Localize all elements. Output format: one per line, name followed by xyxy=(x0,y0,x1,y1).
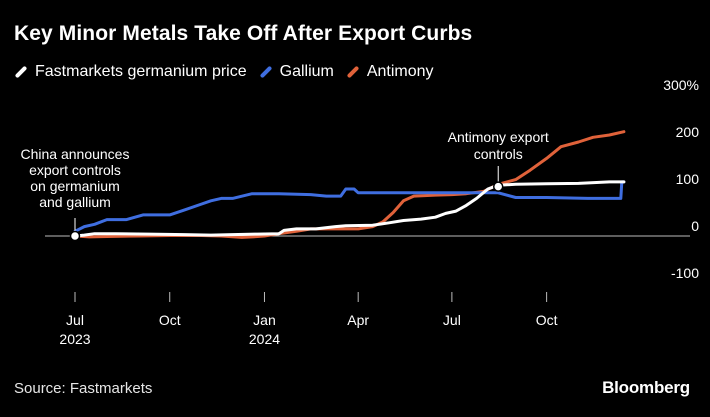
x-tick-label: Jul xyxy=(443,312,461,328)
y-tick-label: -100 xyxy=(671,265,699,281)
x-tick-label: Oct xyxy=(159,312,181,328)
legend: Fastmarkets germanium price Gallium Anti… xyxy=(14,61,446,83)
bloomberg-logo: Bloomberg xyxy=(602,378,690,397)
y-tick-label: 300% xyxy=(663,77,699,93)
x-tick-label: Oct xyxy=(536,312,558,328)
x-tick-label: Apr xyxy=(347,312,369,328)
source-note: Source: Fastmarkets xyxy=(14,380,153,397)
y-tick-label: 0 xyxy=(691,218,699,234)
legend-label-gallium: Gallium xyxy=(279,63,334,80)
chart-title: Key Minor Metals Take Off After Export C… xyxy=(14,22,473,45)
x-tick-label: Jan xyxy=(253,312,276,328)
annotation-text: controls xyxy=(474,146,523,162)
legend-item-antimony: Antimony xyxy=(346,63,434,81)
annotation-text: Antimony export xyxy=(448,129,549,145)
annotation-text: China announces xyxy=(21,146,130,162)
legend-item-germanium: Fastmarkets germanium price xyxy=(14,63,247,81)
legend-item-gallium: Gallium xyxy=(259,63,334,81)
legend-label-antimony: Antimony xyxy=(366,63,434,80)
annotation-text: export controls xyxy=(29,162,121,178)
legend-label-germanium: Fastmarkets germanium price xyxy=(35,63,247,80)
annotation-text: and gallium xyxy=(39,194,111,210)
x-tick-label: Jul xyxy=(66,312,84,328)
x-tick-year-label: 2024 xyxy=(249,331,280,347)
series-line-gallium xyxy=(73,180,626,233)
y-tick-label: 200 xyxy=(676,124,700,140)
annotation-text: on germanium xyxy=(30,178,120,194)
y-tick-label: 100 xyxy=(676,171,700,187)
annotation-marker xyxy=(492,181,504,192)
x-tick-year-label: 2023 xyxy=(59,331,90,347)
annotation-marker xyxy=(69,230,81,242)
